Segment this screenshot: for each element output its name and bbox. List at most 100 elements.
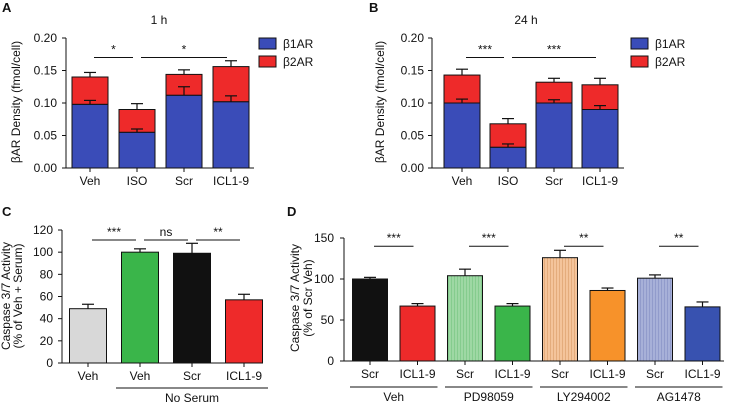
panel-a-xtick-label: Veh (80, 174, 101, 188)
panel-letter-b: B (369, 0, 378, 15)
panel-a-ylabel: βAR Density (fmol/cell) (9, 41, 23, 163)
panel-c-bar (225, 299, 263, 364)
panel-d-xtick-label: Scr (361, 367, 379, 381)
panel-d-significance-label: *** (482, 231, 496, 245)
panel-c-significance-label: ** (213, 225, 223, 239)
panel-d-ytick-label: 0 (327, 354, 334, 368)
panel-c-bar (69, 308, 107, 364)
panel-a-bar-b1 (71, 103, 109, 169)
panel-d-significance-label: ** (674, 231, 684, 245)
panel-b-bar-b1 (581, 109, 619, 169)
panel-b-significance-label: *** (547, 43, 561, 57)
panel-d-group-label: PD98059 (464, 390, 514, 404)
panel-c-ytick-label: 60 (40, 290, 54, 304)
panel-d-bar (447, 275, 483, 362)
panel-c-bar (173, 252, 211, 364)
panel-b-legend-swatch (630, 37, 649, 50)
panel-c-significance-label: *** (107, 225, 121, 239)
panel-d-group-label: AG1478 (657, 390, 701, 404)
panel-a-legend-label: β1AR (283, 37, 314, 51)
panel-d-group-label: Veh (383, 390, 404, 404)
panel-a-legend-label: β2AR (283, 55, 314, 69)
chart-panel-a: 1 h βAR Density (fmol/cell) 0.00 0.05 0.10 0.… (9, 13, 314, 188)
panel-c-xtick-label: Veh (130, 369, 151, 383)
panel-a-xtick-label: Scr (175, 174, 193, 188)
panel-letter-c: C (2, 204, 12, 219)
panel-b-xtick-label: ICL1-9 (582, 174, 618, 188)
panel-d-group-label: LY294002 (557, 390, 611, 404)
panel-c-ylabel-line1: Caspase 3/7 Activity (0, 242, 13, 350)
panel-c-ytick-label: 100 (33, 245, 53, 259)
panel-d-bar (589, 289, 626, 362)
panel-d-significance-label: ** (579, 231, 589, 245)
panel-b-legend-label: β1AR (655, 37, 686, 51)
panel-c-xtick-label: ICL1-9 (226, 369, 262, 383)
panel-letter-d: D (287, 204, 296, 219)
panel-b-ytick-label: 0.00 (401, 161, 425, 175)
panel-b-significance-label: *** (478, 43, 492, 57)
panel-a-bar-b1 (118, 131, 156, 169)
panel-d-ylabel-line2: (% of Scr Veh) (301, 259, 315, 336)
panel-a-ytick-label: 0.15 (34, 64, 58, 78)
panel-c-group-label: No Serum (165, 391, 219, 405)
panel-a-bar-b1 (165, 94, 203, 169)
panel-b-legend-label: β2AR (655, 55, 686, 69)
panel-d-xtick-label: ICL1-9 (399, 367, 435, 381)
panel-a-significance-label: * (111, 43, 116, 57)
panel-a-ytick-label: 0.10 (34, 96, 58, 110)
panel-c-significance-label: ns (160, 225, 173, 239)
panel-d-bar (542, 257, 578, 362)
panel-b-xtick-label: ISO (498, 174, 519, 188)
panel-c-xtick-label: Veh (78, 369, 99, 383)
panel-a-significance-label: * (182, 43, 187, 57)
panel-a-xtick-label: ICL1-9 (213, 174, 249, 188)
panel-d-xtick-label: ICL1-9 (684, 367, 720, 381)
panel-c-ytick-label: 120 (33, 223, 53, 237)
panel-a-legend-swatch (258, 37, 277, 50)
panel-d-ylabel-line1: Caspase 3/7 Activity (288, 244, 302, 352)
panel-d-xtick-label: ICL1-9 (494, 367, 530, 381)
panel-d-xtick-label: Scr (551, 367, 569, 381)
panel-a-legend-swatch (258, 55, 277, 68)
panel-d-significance-label: *** (387, 231, 401, 245)
panel-letter-a: A (2, 0, 12, 15)
panel-b-ytick-label: 0.10 (401, 96, 425, 110)
panel-b-bar-b1 (443, 102, 481, 169)
panel-b-legend-swatch (630, 55, 649, 68)
panel-d-bar (399, 305, 436, 362)
chart-panel-b: 24 h βAR Density (fmol/cell) 0.00 0.05 0.10 0… (373, 13, 686, 188)
panel-a-ytick-label: 0.05 (34, 129, 58, 143)
panel-b-title: 24 h (514, 13, 537, 27)
panel-a-ytick-label: 0.00 (34, 161, 58, 175)
panel-d-bar (494, 305, 531, 362)
panel-b-bar-b1 (535, 102, 573, 169)
panel-c-ylabel-line2: (% of Veh + Serum) (11, 243, 25, 348)
panel-a-ytick-label: 0.20 (34, 31, 58, 45)
panel-c-bar (121, 251, 159, 364)
panel-a-bar-b2 (71, 76, 109, 105)
panel-b-bar-b1 (489, 146, 527, 169)
panel-d-ytick-label: 150 (314, 231, 334, 245)
panel-b-bar-b2 (443, 74, 481, 104)
panel-a-bar-b1 (212, 101, 250, 169)
panel-c-ytick-label: 80 (40, 267, 54, 281)
panel-b-ytick-label: 0.20 (401, 31, 425, 45)
chart-panel-c: Caspase 3/7 Activity(% of Veh + Serum) 0 2… (0, 223, 268, 405)
panel-c-ytick-label: 0 (46, 356, 53, 370)
panel-d-xtick-label: Scr (456, 367, 474, 381)
panel-d-ytick-label: 50 (321, 313, 335, 327)
panel-d-ytick-label: 100 (314, 272, 334, 286)
panel-d-bar (684, 306, 721, 362)
panel-d-xtick-label: Scr (646, 367, 664, 381)
panel-a-title: 1 h (151, 13, 168, 27)
panel-c-ytick-label: 40 (40, 312, 54, 326)
panel-c-ytick-label: 20 (40, 334, 54, 348)
panel-c-xtick-label: Scr (183, 369, 201, 383)
panel-b-xtick-label: Veh (452, 174, 473, 188)
panel-d-bar (352, 278, 388, 362)
panel-d-bar (637, 277, 673, 362)
panel-b-ylabel: βAR Density (fmol/cell) (373, 41, 387, 163)
panel-a-xtick-label: ISO (127, 174, 148, 188)
panel-d-xtick-label: ICL1-9 (589, 367, 625, 381)
